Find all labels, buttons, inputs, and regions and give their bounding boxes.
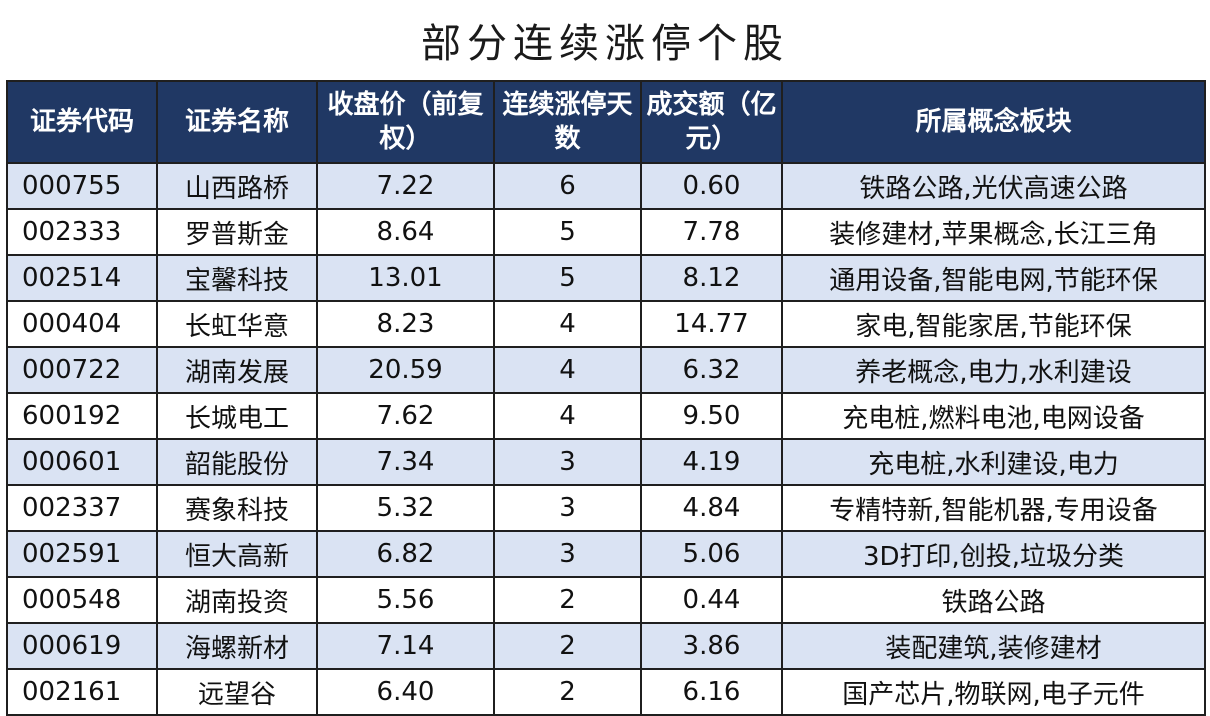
table-row: 000619 海螺新材 7.14 2 3.86 装配建筑,装修建材 [6, 622, 1206, 670]
limit-up-days-cell: 3 [493, 530, 642, 578]
table-row: 002591 恒大高新 6.82 3 5.06 3D打印,创投,垃圾分类 [6, 530, 1206, 578]
stock-code-cell: 002333 [6, 208, 158, 256]
table-row: 000722 湖南发展 20.59 4 6.32 养老概念,电力,水利建设 [6, 346, 1206, 394]
limit-up-days-cell: 4 [493, 346, 642, 394]
close-price-cell: 7.62 [316, 392, 495, 440]
table-row: 000404 长虹华意 8.23 4 14.77 家电,智能家居,节能环保 [6, 300, 1206, 348]
header-cell: 收盘价（前复权） [316, 80, 495, 164]
turnover-cell: 5.06 [640, 530, 783, 578]
close-price-cell: 5.32 [316, 484, 495, 532]
concept-cell: 养老概念,电力,水利建设 [781, 346, 1206, 394]
table-row: 000548 湖南投资 5.56 2 0.44 铁路公路 [6, 576, 1206, 624]
stock-name-cell: 宝馨科技 [156, 254, 318, 302]
concept-cell: 专精特新,智能机器,专用设备 [781, 484, 1206, 532]
limit-up-days-cell: 5 [493, 208, 642, 256]
limit-up-days-cell: 3 [493, 438, 642, 486]
close-price-cell: 5.56 [316, 576, 495, 624]
close-price-cell: 8.64 [316, 208, 495, 256]
stock-name-cell: 韶能股份 [156, 438, 318, 486]
stock-code-cell: 000404 [6, 300, 158, 348]
close-price-cell: 20.59 [316, 346, 495, 394]
stock-name-cell: 长虹华意 [156, 300, 318, 348]
turnover-cell: 4.19 [640, 438, 783, 486]
stock-code-cell: 002514 [6, 254, 158, 302]
turnover-cell: 6.16 [640, 668, 783, 716]
turnover-cell: 0.60 [640, 162, 783, 210]
stock-code-cell: 000601 [6, 438, 158, 486]
concept-cell: 充电桩,燃料电池,电网设备 [781, 392, 1206, 440]
stock-name-cell: 湖南投资 [156, 576, 318, 624]
stock-name-cell: 恒大高新 [156, 530, 318, 578]
table-row: 002514 宝馨科技 13.01 5 8.12 通用设备,智能电网,节能环保 [6, 254, 1206, 302]
stock-code-cell: 600192 [6, 392, 158, 440]
turnover-cell: 6.32 [640, 346, 783, 394]
limit-up-days-cell: 4 [493, 392, 642, 440]
concept-cell: 铁路公路 [781, 576, 1206, 624]
turnover-cell: 14.77 [640, 300, 783, 348]
header-cell: 证券代码 [6, 80, 158, 164]
stock-code-cell: 002337 [6, 484, 158, 532]
close-price-cell: 6.82 [316, 530, 495, 578]
close-price-cell: 6.40 [316, 668, 495, 716]
limit-up-days-cell: 2 [493, 668, 642, 716]
turnover-cell: 3.86 [640, 622, 783, 670]
concept-cell: 3D打印,创投,垃圾分类 [781, 530, 1206, 578]
table-row: 002333 罗普斯金 8.64 5 7.78 装修建材,苹果概念,长江三角 [6, 208, 1206, 256]
concept-cell: 家电,智能家居,节能环保 [781, 300, 1206, 348]
table-row: 600192 长城电工 7.62 4 9.50 充电桩,燃料电池,电网设备 [6, 392, 1206, 440]
concept-cell: 国产芯片,物联网,电子元件 [781, 668, 1206, 716]
stock-name-cell: 罗普斯金 [156, 208, 318, 256]
limit-up-days-cell: 2 [493, 576, 642, 624]
stock-name-cell: 长城电工 [156, 392, 318, 440]
limit-up-days-cell: 6 [493, 162, 642, 210]
concept-cell: 充电桩,水利建设,电力 [781, 438, 1206, 486]
spreadsheet-image: 部分连续涨停个股 证券代码 证券名称 收盘价（前复权） 连续涨停天数 成交额（亿… [6, 21, 1206, 716]
stock-code-cell: 002161 [6, 668, 158, 716]
concept-cell: 通用设备,智能电网,节能环保 [781, 254, 1206, 302]
close-price-cell: 7.14 [316, 622, 495, 670]
header-cell: 连续涨停天数 [493, 80, 642, 164]
limit-up-days-cell: 2 [493, 622, 642, 670]
close-price-cell: 13.01 [316, 254, 495, 302]
header-cell: 所属概念板块 [781, 80, 1206, 164]
turnover-cell: 9.50 [640, 392, 783, 440]
close-price-cell: 7.22 [316, 162, 495, 210]
close-price-cell: 7.34 [316, 438, 495, 486]
limit-up-days-cell: 4 [493, 300, 642, 348]
limit-up-days-cell: 3 [493, 484, 642, 532]
close-price-cell: 8.23 [316, 300, 495, 348]
stock-name-cell: 山西路桥 [156, 162, 318, 210]
turnover-cell: 8.12 [640, 254, 783, 302]
concept-cell: 装修建材,苹果概念,长江三角 [781, 208, 1206, 256]
turnover-cell: 0.44 [640, 576, 783, 624]
stock-name-cell: 赛象科技 [156, 484, 318, 532]
table-title: 部分连续涨停个股 [421, 21, 789, 67]
concept-cell: 铁路公路,光伏高速公路 [781, 162, 1206, 210]
stock-code-cell: 000548 [6, 576, 158, 624]
stock-code-cell: 000722 [6, 346, 158, 394]
stock-name-cell: 远望谷 [156, 668, 318, 716]
table-row: 000755 山西路桥 7.22 6 0.60 铁路公路,光伏高速公路 [6, 162, 1206, 210]
stock-name-cell: 湖南发展 [156, 346, 318, 394]
stock-code-cell: 002591 [6, 530, 158, 578]
table-row: 002337 赛象科技 5.32 3 4.84 专精特新,智能机器,专用设备 [6, 484, 1206, 532]
concept-cell: 装配建筑,装修建材 [781, 622, 1206, 670]
header-row: 证券代码 证券名称 收盘价（前复权） 连续涨停天数 成交额（亿元） 所属概念板块 [6, 80, 1206, 164]
table-row: 002161 远望谷 6.40 2 6.16 国产芯片,物联网,电子元件 [6, 668, 1206, 716]
stock-code-cell: 000619 [6, 622, 158, 670]
limit-up-days-cell: 5 [493, 254, 642, 302]
turnover-cell: 4.84 [640, 484, 783, 532]
header-cell: 证券名称 [156, 80, 318, 164]
stock-code-cell: 000755 [6, 162, 158, 210]
stock-name-cell: 海螺新材 [156, 622, 318, 670]
table-row: 000601 韶能股份 7.34 3 4.19 充电桩,水利建设,电力 [6, 438, 1206, 486]
limit-up-stocks-table: 证券代码 证券名称 收盘价（前复权） 连续涨停天数 成交额（亿元） 所属概念板块… [6, 80, 1206, 716]
header-cell: 成交额（亿元） [640, 80, 783, 164]
turnover-cell: 7.78 [640, 208, 783, 256]
